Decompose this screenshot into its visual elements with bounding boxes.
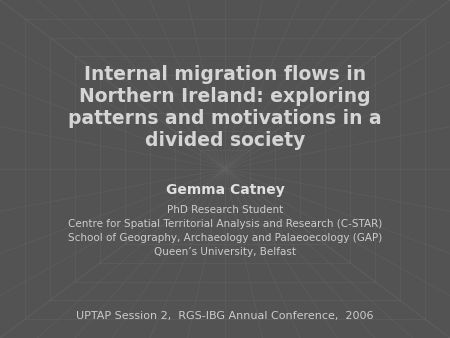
Text: Centre for Spatial Territorial Analysis and Research (C-STAR): Centre for Spatial Territorial Analysis … <box>68 219 382 229</box>
Text: Queen’s University, Belfast: Queen’s University, Belfast <box>154 247 296 257</box>
Text: School of Geography, Archaeology and Palaeoecology (GAP): School of Geography, Archaeology and Pal… <box>68 233 382 243</box>
Text: Internal migration flows in
Northern Ireland: exploring
patterns and motivations: Internal migration flows in Northern Ire… <box>68 66 382 150</box>
Text: PhD Research Student: PhD Research Student <box>167 205 283 215</box>
Text: Gemma Catney: Gemma Catney <box>166 183 284 197</box>
Text: UPTAP Session 2,  RGS-IBG Annual Conference,  2006: UPTAP Session 2, RGS-IBG Annual Conferen… <box>76 311 374 321</box>
